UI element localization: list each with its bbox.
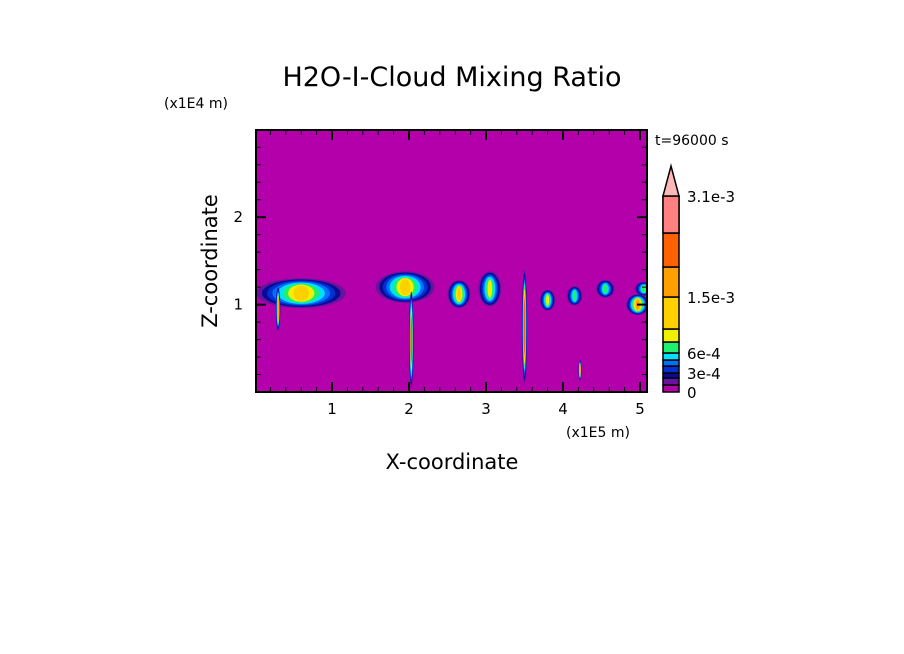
chart-title: H2O-I-Cloud Mixing Ratio [282,62,621,93]
colorbar-segment [662,232,680,268]
colorbar-segment [662,352,680,361]
y-tick-label: 1 [233,296,243,314]
feature-anvil-2 [375,271,435,303]
colorbar-segment [662,384,680,393]
contour-level-7 [546,294,550,306]
x-tick-label: 1 [327,400,337,418]
contour-level-7 [487,279,493,298]
x-tick-label: 3 [481,400,491,418]
x-unit-label: (x1E5 m) [566,425,630,441]
x-tick-label: 2 [404,400,414,418]
contour-level-8 [293,285,310,301]
contour-level-9 [277,298,279,320]
colorbar-segment [662,296,680,330]
contour-level-9 [579,364,581,376]
contour-level-6 [572,290,577,302]
colorbar-label: 3.1e-3 [687,188,735,206]
colorbar-segment [662,359,680,367]
x-tick-label: 5 [635,400,645,418]
plot-background [256,130,647,392]
feature-cloud-9 [634,281,647,296]
colorbar-label: 1.5e-3 [687,289,735,307]
colorbar-segment [662,266,680,298]
x-axis-label: X-coordinate [386,450,519,474]
feature-column-3 [521,269,528,384]
x-tick-label: 4 [558,400,568,418]
feature-cloud-6 [566,286,583,306]
feature-column-4 [578,359,582,381]
time-label: t=96000 s [655,133,729,149]
colorbar: 03e-4 6e-4 1.5e-3 3.1e-3 [662,163,735,402]
contour-level-8 [457,287,462,302]
cloud-features [256,269,647,388]
feature-column-1 [275,287,281,331]
y-axis-label: Z-coordinate [198,194,222,328]
contour-level-10 [523,298,526,355]
colorbar-segment [662,341,680,354]
contour-level-10 [410,316,413,363]
contour-level-8 [399,279,411,296]
plot-frame [255,129,648,393]
colorbar-label: 3e-4 [687,365,721,383]
contour-level-6 [603,284,608,294]
colorbar-extend-arrow [662,163,680,197]
feature-cloud-4 [478,271,502,307]
feature-anvil-1 [256,278,346,309]
colorbar-label: 0 [687,384,697,402]
colorbar-segment [662,377,680,386]
y-unit-label: (x1E4 m) [164,96,228,112]
y-tick-label: 2 [233,208,243,226]
feature-cloud-5 [539,289,556,311]
colorbar-segment [662,365,680,374]
feature-cloud-3 [447,280,471,309]
feature-cloud-7 [596,280,615,298]
colorbar-segment [662,328,680,343]
feature-column-2 [409,291,414,388]
colorbar-segment [662,195,680,234]
contour-level-6 [641,285,646,293]
colorbar-label: 6e-4 [687,345,721,363]
